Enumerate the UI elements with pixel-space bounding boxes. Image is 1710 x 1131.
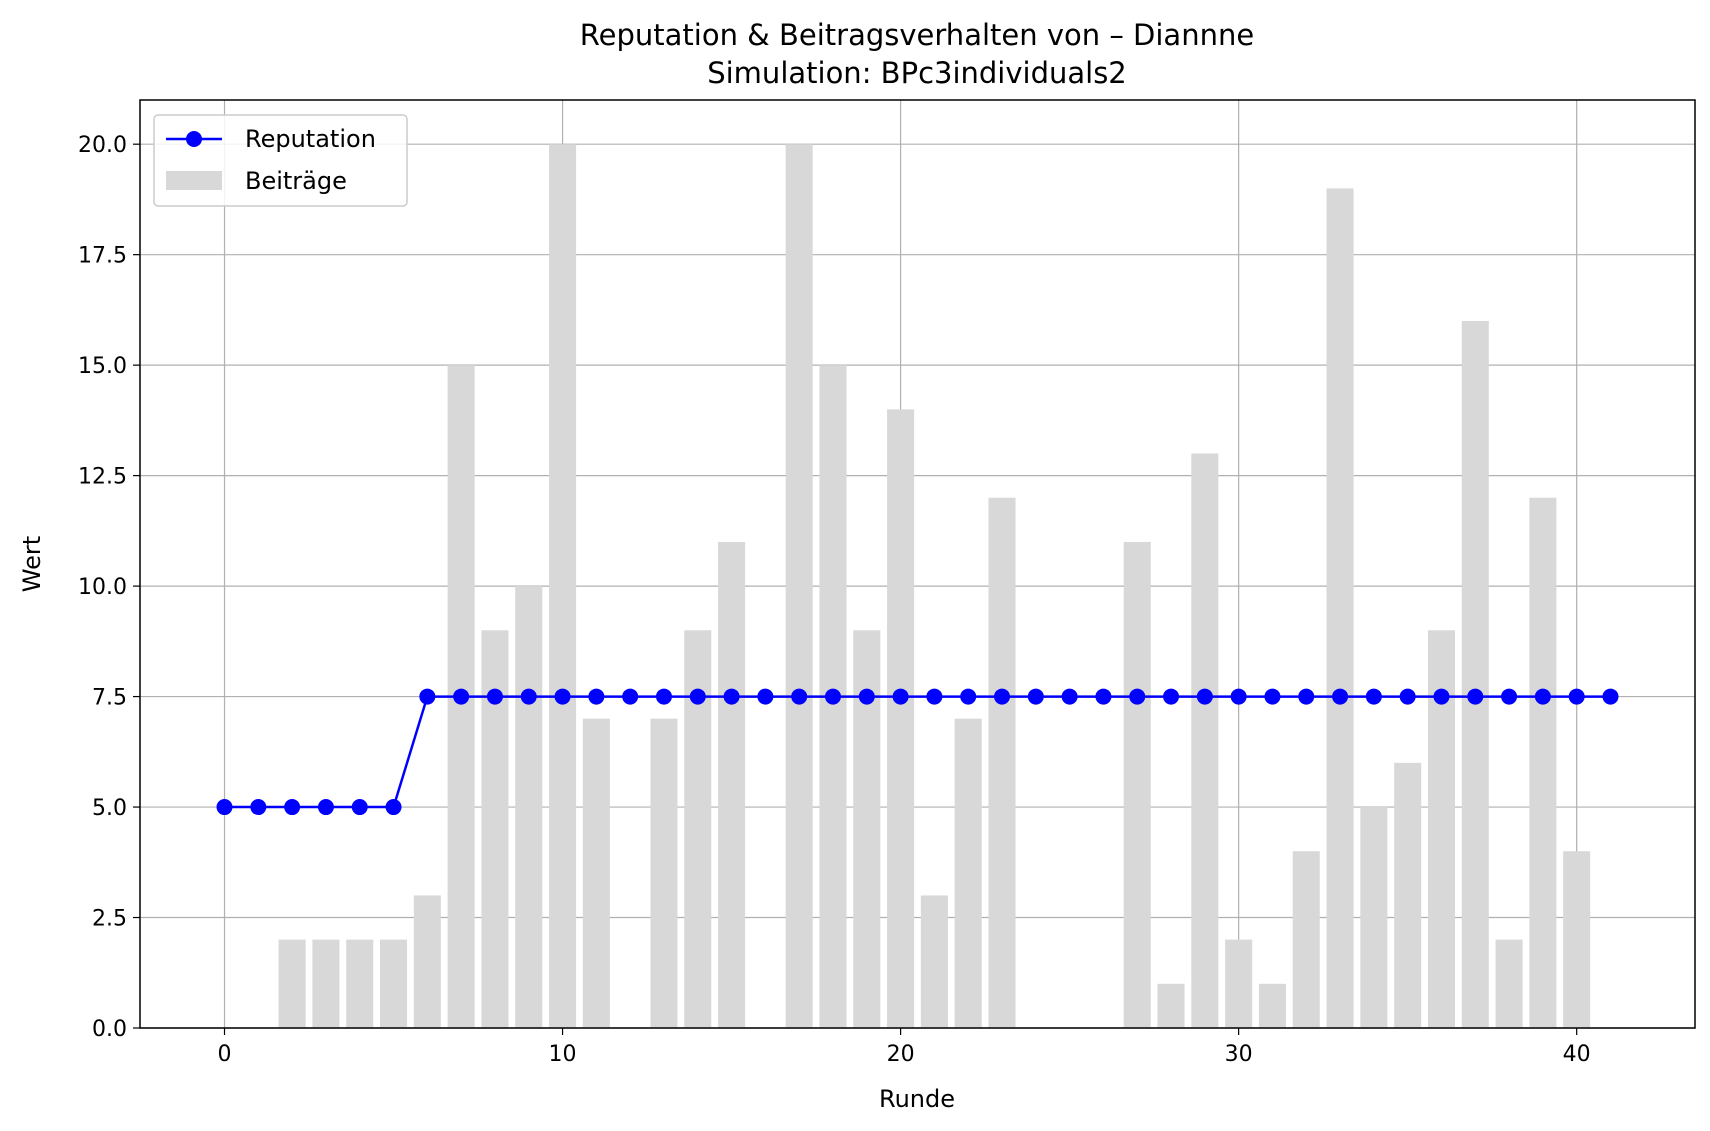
reputation-point xyxy=(1230,688,1247,705)
reputation-point xyxy=(1129,688,1146,705)
bar xyxy=(1225,939,1253,1028)
reputation-point xyxy=(1027,688,1044,705)
reputation-point xyxy=(1061,688,1078,705)
bar xyxy=(380,939,408,1028)
bar xyxy=(920,895,948,1028)
reputation-point xyxy=(1332,688,1349,705)
reputation-point xyxy=(926,688,943,705)
bar xyxy=(515,586,543,1028)
chart-title: Reputation & Beitragsverhalten von – Dia… xyxy=(580,18,1254,52)
reputation-point xyxy=(1298,688,1315,705)
y-tick-label: 15.0 xyxy=(78,354,127,379)
reputation-point xyxy=(554,688,571,705)
bar xyxy=(1191,453,1219,1028)
x-tick-label: 0 xyxy=(218,1042,232,1067)
reputation-point xyxy=(520,688,537,705)
x-tick-label: 10 xyxy=(549,1042,577,1067)
reputation-point xyxy=(1163,688,1180,705)
x-axis-ticks: 0 10 20 30 40 xyxy=(218,1028,1591,1067)
reputation-point xyxy=(1602,688,1619,705)
line-series xyxy=(216,688,1619,816)
legend-reputation-marker xyxy=(186,131,202,147)
bar xyxy=(582,718,610,1028)
reputation-point xyxy=(317,799,334,816)
y-tick-label: 0.0 xyxy=(92,1017,127,1042)
bar xyxy=(1529,497,1557,1028)
bar xyxy=(1394,762,1422,1028)
reputation-point xyxy=(1196,688,1213,705)
bar xyxy=(1495,939,1523,1028)
reputation-point xyxy=(385,799,402,816)
bar xyxy=(988,497,1016,1028)
reputation-point xyxy=(419,688,436,705)
reputation-point xyxy=(622,688,639,705)
reputation-point xyxy=(250,799,267,816)
legend-reputation-label: Reputation xyxy=(245,125,376,153)
y-tick-label: 10.0 xyxy=(78,575,127,600)
reputation-point xyxy=(1568,688,1585,705)
reputation-point xyxy=(1534,688,1551,705)
reputation-point xyxy=(689,688,706,705)
bar xyxy=(312,939,340,1028)
bar xyxy=(650,718,678,1028)
bar xyxy=(1157,983,1185,1028)
reputation-point xyxy=(1501,688,1518,705)
legend-beitraege-label: Beiträge xyxy=(245,167,347,195)
x-axis-label: Runde xyxy=(879,1085,955,1113)
x-tick-label: 40 xyxy=(1563,1042,1591,1067)
bar xyxy=(413,895,441,1028)
reputation-point xyxy=(351,799,368,816)
reputation-point xyxy=(486,688,503,705)
chart-subtitle: Simulation: BPc3individuals2 xyxy=(707,56,1127,90)
reputation-point xyxy=(655,688,672,705)
y-tick-label: 17.5 xyxy=(78,244,127,269)
y-tick-label: 7.5 xyxy=(92,686,127,711)
reputation-point xyxy=(723,688,740,705)
reputation-point xyxy=(757,688,774,705)
y-tick-label: 20.0 xyxy=(78,133,127,158)
x-tick-label: 20 xyxy=(887,1042,915,1067)
reputation-point xyxy=(1433,688,1450,705)
reputation-point xyxy=(892,688,909,705)
bar xyxy=(1258,983,1286,1028)
reputation-point xyxy=(994,688,1011,705)
bar xyxy=(278,939,306,1028)
reputation-point xyxy=(284,799,301,816)
y-tick-label: 2.5 xyxy=(92,907,127,932)
bar xyxy=(887,409,915,1028)
bar xyxy=(718,541,746,1028)
y-tick-label: 5.0 xyxy=(92,796,127,821)
bar xyxy=(1461,320,1489,1028)
reputation-point xyxy=(791,688,808,705)
reputation-point xyxy=(824,688,841,705)
plot-frame xyxy=(139,99,1696,1029)
bar xyxy=(346,939,374,1028)
bar xyxy=(1326,188,1354,1028)
reputation-point xyxy=(1467,688,1484,705)
reputation-point xyxy=(1365,688,1382,705)
reputation-point xyxy=(858,688,875,705)
bar xyxy=(1292,851,1320,1028)
reputation-point xyxy=(453,688,470,705)
bar xyxy=(1123,541,1151,1028)
legend: Reputation Beiträge xyxy=(153,114,408,207)
bar xyxy=(785,144,813,1028)
bar xyxy=(1360,807,1388,1028)
bar xyxy=(1563,851,1591,1028)
bar xyxy=(954,718,982,1028)
legend-beitraege-swatch xyxy=(166,171,222,190)
reputation-point xyxy=(1399,688,1416,705)
reputation-point xyxy=(1264,688,1281,705)
reputation-point xyxy=(1095,688,1112,705)
x-tick-label: 30 xyxy=(1225,1042,1253,1067)
y-axis-label: Wert xyxy=(18,536,46,592)
reputation-point xyxy=(960,688,977,705)
reputation-point xyxy=(216,799,233,816)
reputation-point xyxy=(588,688,605,705)
y-axis-ticks: 0.0 2.5 5.0 7.5 10.0 12.5 15.0 17.5 20.0 xyxy=(78,133,140,1042)
y-tick-label: 12.5 xyxy=(78,465,127,490)
bar xyxy=(549,144,577,1028)
